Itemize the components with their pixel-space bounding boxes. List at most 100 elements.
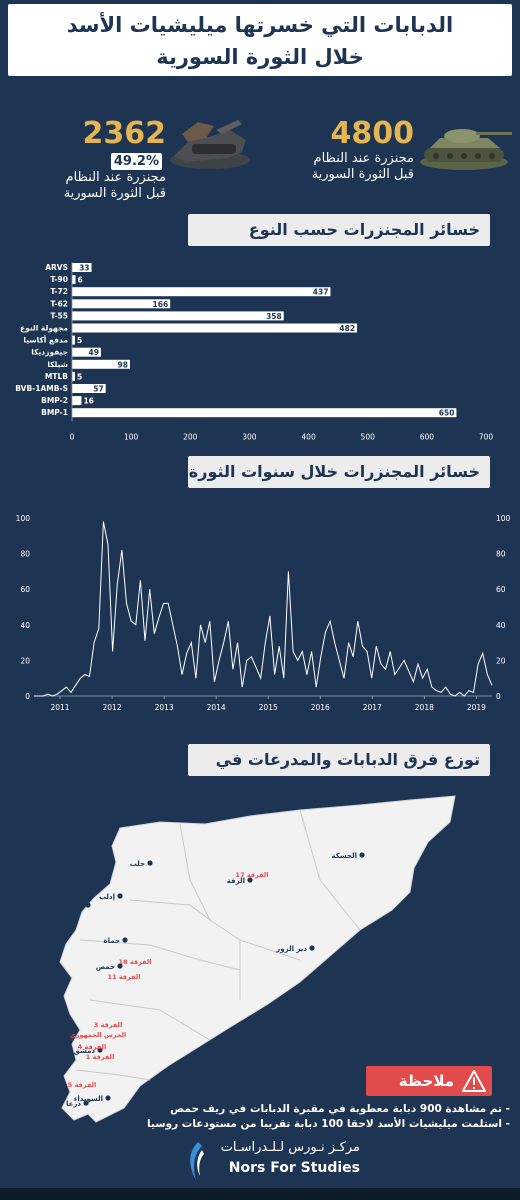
city-label: حماة <box>104 937 121 945</box>
bar-value-label: 166 <box>153 300 169 309</box>
footer-org-en: Nors For Studies <box>228 1160 360 1176</box>
line-y-tick-left: 100 <box>16 514 31 523</box>
bar-value-label: 6 <box>78 276 83 285</box>
bar-x-tick: 400 <box>301 432 316 441</box>
bar-x-tick: 200 <box>183 432 198 441</box>
bar-category-label: شيلكا <box>47 360 68 369</box>
bar-value-label: 16 <box>83 397 93 406</box>
bar <box>72 263 92 272</box>
city-dot <box>83 1100 89 1106</box>
bar-x-tick: 500 <box>361 432 376 441</box>
section-by-type: خسائر المجنزرات حسب النوع <box>188 214 490 246</box>
bar-category-label: T-90 <box>50 275 68 284</box>
city-dot <box>309 945 315 951</box>
section-map: توزع فرق الدبابات والمدرعات في سوريا <box>188 744 490 801</box>
bar-value-label: 437 <box>313 288 329 297</box>
bar <box>72 323 358 333</box>
line-x-tick: 2013 <box>155 703 174 712</box>
city-label: اللاذقية <box>57 902 83 910</box>
note-item: - استلمت ميليشيات الأسد لاحقا 100 دبابة … <box>147 1118 510 1130</box>
line-y-tick-right: 60 <box>496 585 506 594</box>
stat-left-value: 2362 <box>82 116 167 151</box>
bar-value-label: 650 <box>439 409 455 418</box>
stat-right-label-2: قبل الثورة السورية <box>311 167 414 182</box>
line-y-tick-right: 80 <box>496 550 506 559</box>
city-dot <box>122 937 128 943</box>
line-y-tick-left: 60 <box>20 585 30 594</box>
division-label: الفرقة 17 <box>236 871 269 879</box>
city-dot <box>55 949 61 955</box>
tank-icon <box>420 129 512 170</box>
bar-category-label: T-55 <box>50 311 68 320</box>
division-label: الفرقة 1 <box>86 1053 114 1061</box>
destroyed-tank-icon <box>170 120 250 169</box>
bar <box>72 299 171 309</box>
bar-value-label: 358 <box>266 312 282 321</box>
province-borders <box>75 809 361 1081</box>
line-chart: 0 0 20 20 40 40 60 60 80 80 100 100 2011 2012 2013 2014… <box>16 514 511 712</box>
city-label: الرقة <box>227 877 245 885</box>
bar-category-label: جيفوزديكا <box>31 348 68 357</box>
title-line-1: الدبابات التي خسرتها ميليشيات الأسد <box>66 13 454 37</box>
stat-left-percent: 49.2% <box>110 153 162 170</box>
division-label: الفرقة 18 <box>119 958 152 966</box>
city-dot <box>147 860 153 866</box>
bar-x-tick: 0 <box>70 432 75 441</box>
warning-icon <box>462 1070 486 1092</box>
bar-value-label: 5 <box>77 336 82 345</box>
line-x-tick: 2011 <box>50 703 69 712</box>
line-y-tick-left: 40 <box>20 621 30 630</box>
bar <box>72 396 82 406</box>
stat-right: 4800 مجنزرة عند النظام قبل الثورة السوري… <box>300 116 414 183</box>
bar-x-tick: 100 <box>124 432 139 441</box>
bar-category-label: مجهولة النوع <box>20 324 68 333</box>
bar-category-label: T-62 <box>50 299 68 308</box>
bar-x-tick: 300 <box>242 432 257 441</box>
division-label: الفرقة 4 <box>78 1043 106 1051</box>
stat-left-label-2: قبل الثورة السورية <box>63 186 166 201</box>
section-map-label: توزع فرق الدبابات والمدرعات في سوريا <box>215 750 480 801</box>
bar-value-label: 98 <box>118 360 128 369</box>
section-by-type-label: خسائر المجنزرات حسب النوع <box>248 220 480 239</box>
note-item: - تم مشاهدة 900 دبابة معطوبة في مقبرة ال… <box>170 1103 510 1115</box>
bar-value-label: 57 <box>93 385 103 394</box>
city-label: درعا <box>66 1100 81 1108</box>
bar-category-label: BVB-1AMB-S <box>15 384 68 393</box>
section-by-year-label: خسائر المجنزرات خلال سنوات الثورة <box>188 462 480 481</box>
syria-land <box>59 795 456 1123</box>
title-line-2: خلال الثورة السورية <box>156 45 364 69</box>
line-y-tick-right: 0 <box>496 692 501 701</box>
line-x-tick: 2018 <box>415 703 434 712</box>
division-label: الحرس الجمهوري <box>70 1031 126 1039</box>
city-dot <box>117 963 123 969</box>
note-list: - تم مشاهدة 900 دبابة معطوبة في مقبرة ال… <box>8 1102 510 1132</box>
stat-left: 2362 49.2% مجنزرة عند النظام قبل الثورة … <box>52 116 166 202</box>
bar-category-label: مدفع أكاسيا <box>23 335 68 345</box>
stat-left-label-1: مجنزرة عند النظام <box>65 170 166 185</box>
division-label: الفرقة 5 <box>68 1081 96 1089</box>
line-x-tick: 2017 <box>363 703 382 712</box>
line-x-tick: 2015 <box>259 703 278 712</box>
note-header: ملاحظة <box>366 1066 492 1096</box>
social-bar <box>0 1188 520 1200</box>
bar-category-label: ARVS <box>45 263 68 272</box>
city-label: الحسكة <box>331 852 357 860</box>
city-label: دمشق <box>74 1047 96 1055</box>
city-dot <box>247 877 253 883</box>
city-label: إدلب <box>99 893 115 901</box>
bar-value-label: 49 <box>89 348 99 357</box>
city-label: حلب <box>130 860 145 868</box>
bar <box>72 371 75 381</box>
line-x-tick: 2014 <box>207 703 226 712</box>
footer-org-ar: مركـز نـورس لـلـدراسـات <box>220 1140 360 1155</box>
city-label: دير الزور <box>275 945 307 953</box>
bar-x-tick: 700 <box>479 432 494 441</box>
line-y-tick-right: 20 <box>496 656 506 665</box>
line-y-tick-left: 80 <box>20 550 30 559</box>
city-label: حمص <box>96 963 115 971</box>
bar-category-label: BMP-2 <box>41 396 68 405</box>
city-label: السويداء <box>74 1095 103 1103</box>
line-y-tick-left: 20 <box>20 656 30 665</box>
